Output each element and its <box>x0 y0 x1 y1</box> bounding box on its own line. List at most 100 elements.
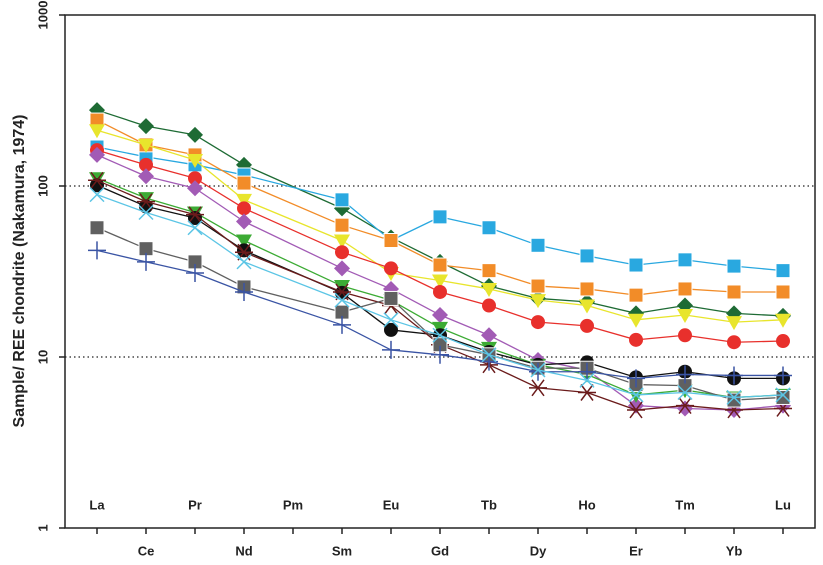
series-line <box>586 288 637 296</box>
marker <box>775 263 791 279</box>
marker <box>383 290 399 306</box>
series-line <box>488 334 539 361</box>
series-line <box>635 288 686 296</box>
marker <box>628 287 644 303</box>
marker <box>775 284 791 300</box>
series-line <box>243 291 343 326</box>
series-line <box>733 312 784 317</box>
marker <box>530 237 546 253</box>
series-line <box>194 187 245 223</box>
series-line <box>243 239 343 287</box>
series-line <box>96 227 147 250</box>
series-line <box>145 144 196 161</box>
marker <box>774 366 792 385</box>
marker <box>481 282 497 297</box>
series-line <box>586 304 637 321</box>
marker <box>531 315 545 330</box>
marker <box>137 193 155 211</box>
series-line <box>586 301 637 314</box>
marker <box>236 175 252 191</box>
marker <box>187 153 203 168</box>
marker <box>580 318 594 333</box>
series-line <box>439 264 490 272</box>
series-line <box>341 292 392 331</box>
series-line <box>96 154 147 177</box>
x-tick-label: La <box>89 497 105 512</box>
marker <box>432 327 448 343</box>
series-line <box>194 227 245 263</box>
series-line <box>488 360 539 373</box>
x-tick-label: Yb <box>726 543 743 558</box>
x-tick-label: Pm <box>283 497 303 512</box>
series-line <box>341 251 392 269</box>
series-line <box>635 314 686 321</box>
series-line <box>145 201 196 216</box>
series-line <box>194 177 245 209</box>
marker <box>676 397 694 415</box>
series-line <box>439 354 490 363</box>
series-line <box>733 396 784 401</box>
series-line <box>488 304 539 323</box>
series-line <box>537 297 588 303</box>
series-line <box>243 261 343 301</box>
series-line <box>390 267 441 293</box>
series-line <box>96 149 147 166</box>
marker <box>578 384 596 401</box>
x-tick-label: Eu <box>383 497 400 512</box>
series <box>89 139 791 279</box>
y-axis-label: Sample/ REE chondrite (Nakamura, 1974) <box>11 115 28 428</box>
series-line <box>439 327 490 349</box>
series-line <box>586 379 637 396</box>
marker <box>482 298 496 313</box>
marker <box>137 252 155 271</box>
series-line <box>439 279 490 290</box>
x-tick-label: Er <box>629 543 643 558</box>
marker <box>138 168 154 185</box>
series-line <box>194 154 245 184</box>
x-tick-label: Nd <box>235 543 252 558</box>
series-line <box>96 179 147 203</box>
series-line <box>341 207 392 239</box>
series-line <box>341 285 392 301</box>
y-tick-label: 1000 <box>35 1 50 30</box>
series <box>89 112 791 303</box>
series-line <box>537 369 588 382</box>
marker <box>334 192 350 208</box>
marker <box>235 282 253 301</box>
marker <box>530 294 546 309</box>
marker <box>432 257 448 273</box>
series-line <box>684 259 735 267</box>
series-line <box>439 334 490 356</box>
series-line <box>733 340 784 343</box>
series-line <box>684 391 735 399</box>
series-line <box>145 144 196 156</box>
series-line <box>537 321 588 327</box>
marker <box>481 327 497 344</box>
marker <box>726 316 742 331</box>
series-line <box>243 220 343 269</box>
series-line <box>96 146 147 158</box>
marker <box>188 171 202 186</box>
marker <box>579 281 595 297</box>
series <box>90 143 790 350</box>
series-line <box>586 255 637 266</box>
marker <box>579 248 595 264</box>
marker <box>236 213 252 230</box>
series-line <box>586 361 637 379</box>
marker <box>432 274 448 289</box>
marker <box>333 315 351 334</box>
marker <box>529 379 547 397</box>
series-line <box>684 385 735 401</box>
marker <box>775 387 791 403</box>
series <box>88 241 792 388</box>
series-line <box>243 164 343 209</box>
series <box>88 171 792 419</box>
series-line <box>537 299 588 307</box>
marker <box>383 233 399 249</box>
series-line <box>488 285 539 300</box>
series-line <box>194 261 245 288</box>
marker <box>89 220 105 236</box>
series-line <box>488 354 539 371</box>
marker <box>187 126 203 143</box>
